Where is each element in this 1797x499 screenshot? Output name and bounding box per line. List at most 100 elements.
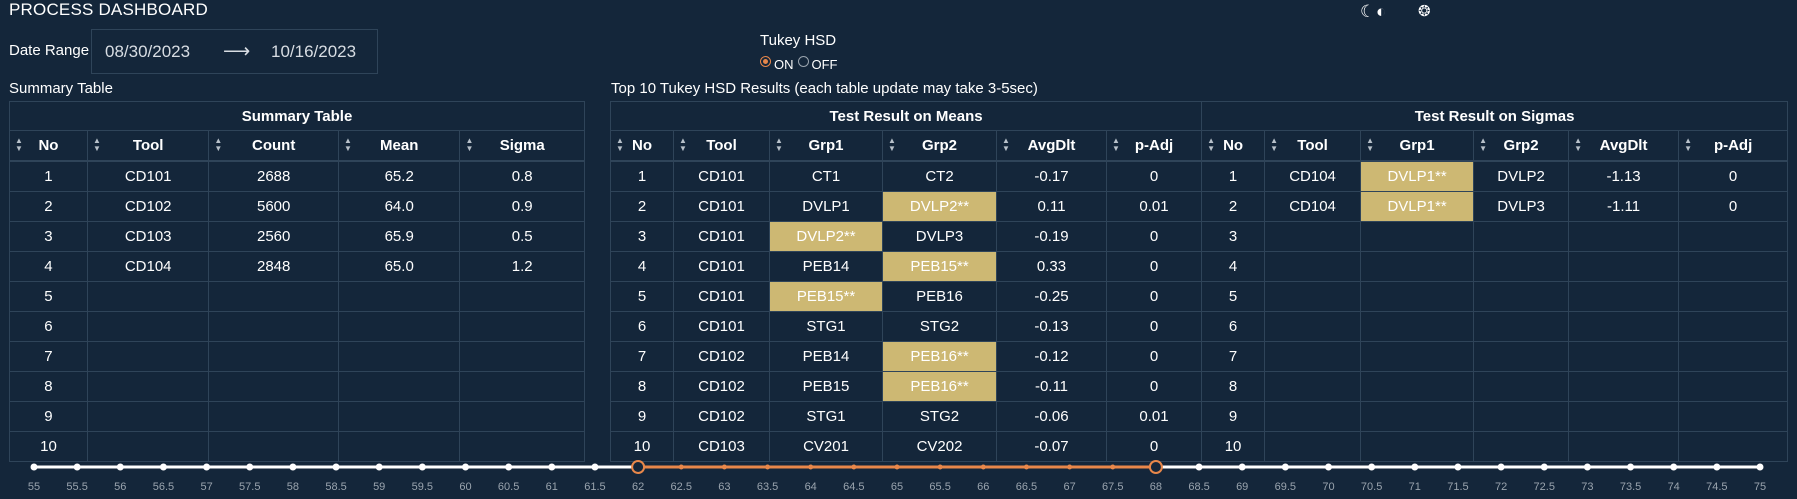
slider-tick[interactable] xyxy=(851,464,857,470)
sort-icon[interactable]: ▲ ▼ xyxy=(1270,136,1278,153)
slider-tick[interactable] xyxy=(203,463,211,471)
sort-icon[interactable]: ▲ ▼ xyxy=(1112,136,1120,153)
tukey-radio-group[interactable]: ON OFF xyxy=(760,54,842,72)
sort-icon[interactable]: ▲ ▼ xyxy=(92,136,101,153)
slider-tick[interactable] xyxy=(808,464,814,470)
slider-tick[interactable] xyxy=(289,463,297,471)
slider-tick[interactable] xyxy=(1454,463,1462,471)
range-slider[interactable] xyxy=(0,455,1797,499)
sort-icon[interactable]: ▲ ▼ xyxy=(1207,136,1215,153)
slider-tick[interactable] xyxy=(1540,463,1548,471)
start-date-input[interactable]: 08/30/2023 xyxy=(105,41,191,61)
slider-tick[interactable] xyxy=(678,464,684,470)
sigmas-col-tool[interactable]: ▲ ▼ Tool xyxy=(1264,130,1362,162)
sigmas-cell: 0 xyxy=(1678,191,1789,222)
sigmas-col-no[interactable]: ▲ ▼ No xyxy=(1201,130,1266,162)
slider-tick[interactable] xyxy=(246,463,254,471)
slider-handle[interactable] xyxy=(631,460,646,474)
means-col-p-adj[interactable]: ▲ ▼ p-Adj xyxy=(1105,130,1203,162)
slider-tick[interactable] xyxy=(462,463,469,471)
sort-icon[interactable]: ▲ ▼ xyxy=(343,136,352,153)
slider-tick[interactable] xyxy=(1281,463,1289,471)
sigmas-col-grp1[interactable]: ▲ ▼ Grp1 xyxy=(1360,130,1475,162)
sort-icon[interactable]: ▲ ▼ xyxy=(15,136,23,153)
slider-tick[interactable] xyxy=(1067,464,1073,470)
theme-toggle-icon[interactable]: ◐ xyxy=(1376,2,1387,21)
slider-handle[interactable] xyxy=(1148,460,1163,474)
slider-tick[interactable] xyxy=(1110,464,1116,470)
means-cell: 0 xyxy=(1105,341,1203,372)
summary-col-sigma[interactable]: ▲ ▼ Sigma xyxy=(459,130,585,162)
slider-tick[interactable] xyxy=(1627,463,1635,471)
slider-tick[interactable] xyxy=(73,463,81,471)
slider-tick[interactable] xyxy=(1238,463,1246,471)
slider-tick[interactable] xyxy=(1195,463,1203,471)
slider-tick[interactable] xyxy=(1583,463,1591,471)
means-cell: 0.33 xyxy=(996,251,1107,282)
sigmas-col-p-adj[interactable]: ▲ ▼ p-Adj xyxy=(1678,130,1789,162)
table-cell: 7 xyxy=(9,341,88,372)
slider-tick[interactable] xyxy=(1497,463,1505,471)
means-col-grp2[interactable]: ▲ ▼ Grp2 xyxy=(882,130,997,162)
tukey-on-option[interactable]: ON xyxy=(760,54,794,72)
means-cell: 3 xyxy=(610,221,674,252)
slider-tick[interactable] xyxy=(116,463,124,471)
sort-icon[interactable]: ▲ ▼ xyxy=(888,136,896,153)
sort-icon[interactable]: ▲ ▼ xyxy=(616,136,624,153)
sigmas-cell xyxy=(1473,341,1570,372)
summary-col-tool[interactable]: ▲ ▼ Tool xyxy=(86,130,210,162)
slider-tick[interactable] xyxy=(418,463,426,471)
means-col-tool[interactable]: ▲ ▼ Tool xyxy=(673,130,770,162)
date-range-picker[interactable]: 08/30/2023 ⟶ 10/16/2023 xyxy=(91,29,378,74)
sigmas-cell: 7 xyxy=(1201,341,1266,372)
theme-toggle[interactable]: ☾ xyxy=(1360,2,1375,22)
slider-tick[interactable] xyxy=(721,464,727,470)
sort-icon[interactable]: ▲ ▼ xyxy=(1574,136,1582,153)
slider-tick[interactable] xyxy=(765,464,771,470)
sigmas-col-avgdlt[interactable]: ▲ ▼ AvgDlt xyxy=(1568,130,1680,162)
sort-icon[interactable]: ▲ ▼ xyxy=(775,136,783,153)
sun-icon[interactable]: ❂ xyxy=(1418,3,1431,20)
radio-off-icon[interactable] xyxy=(797,56,809,67)
slider-tick[interactable] xyxy=(1368,463,1376,471)
slider-tick[interactable] xyxy=(1670,463,1678,471)
sort-icon[interactable]: ▲ ▼ xyxy=(214,136,223,153)
summary-col-no[interactable]: ▲ ▼ No xyxy=(9,130,88,162)
slider-tick[interactable] xyxy=(1756,463,1764,471)
means-cell: 10 xyxy=(610,431,674,462)
end-date-input[interactable]: 10/16/2023 xyxy=(271,41,357,61)
slider-tick[interactable] xyxy=(894,464,900,470)
sort-icon[interactable]: ▲ ▼ xyxy=(1684,136,1692,153)
slider-tick[interactable] xyxy=(937,464,943,470)
slider-tick[interactable] xyxy=(159,463,167,471)
summary-col-count[interactable]: ▲ ▼ Count xyxy=(208,130,339,162)
slider-tick[interactable] xyxy=(980,464,986,470)
slider-tick[interactable] xyxy=(1325,463,1332,471)
table-row: 7 xyxy=(9,341,585,372)
slider-tick[interactable] xyxy=(505,463,513,471)
sort-icon[interactable]: ▲ ▼ xyxy=(1002,136,1010,153)
slider-tick[interactable] xyxy=(332,463,340,471)
slider-tick[interactable] xyxy=(30,463,38,471)
tukey-off-option[interactable]: OFF xyxy=(797,54,838,72)
table-cell xyxy=(86,311,210,342)
sort-icon[interactable]: ▲ ▼ xyxy=(465,136,474,153)
radio-on-icon[interactable] xyxy=(760,56,771,67)
slider-tick[interactable] xyxy=(375,463,383,471)
slider-tick[interactable] xyxy=(548,463,556,471)
means-col-no[interactable]: ▲ ▼ No xyxy=(610,130,674,162)
sort-icon[interactable]: ▲ ▼ xyxy=(1366,136,1374,153)
slider-tick-label: 72 xyxy=(1494,481,1508,493)
sort-icon[interactable]: ▲ ▼ xyxy=(1479,136,1487,153)
sigmas-col-grp2[interactable]: ▲ ▼ Grp2 xyxy=(1473,130,1570,162)
sort-icon[interactable]: ▲ ▼ xyxy=(679,136,687,153)
summary-col-mean[interactable]: ▲ ▼ Mean xyxy=(337,130,461,162)
slider-tick[interactable] xyxy=(591,463,599,471)
table-cell xyxy=(337,401,461,432)
means-col-grp1[interactable]: ▲ ▼ Grp1 xyxy=(769,130,883,162)
means-col-avgdlt[interactable]: ▲ ▼ AvgDlt xyxy=(996,130,1107,162)
slider-tick[interactable] xyxy=(1411,463,1419,471)
moon-icon[interactable]: ☾ xyxy=(1360,2,1376,21)
slider-tick[interactable] xyxy=(1713,463,1721,471)
slider-tick[interactable] xyxy=(1023,464,1029,470)
